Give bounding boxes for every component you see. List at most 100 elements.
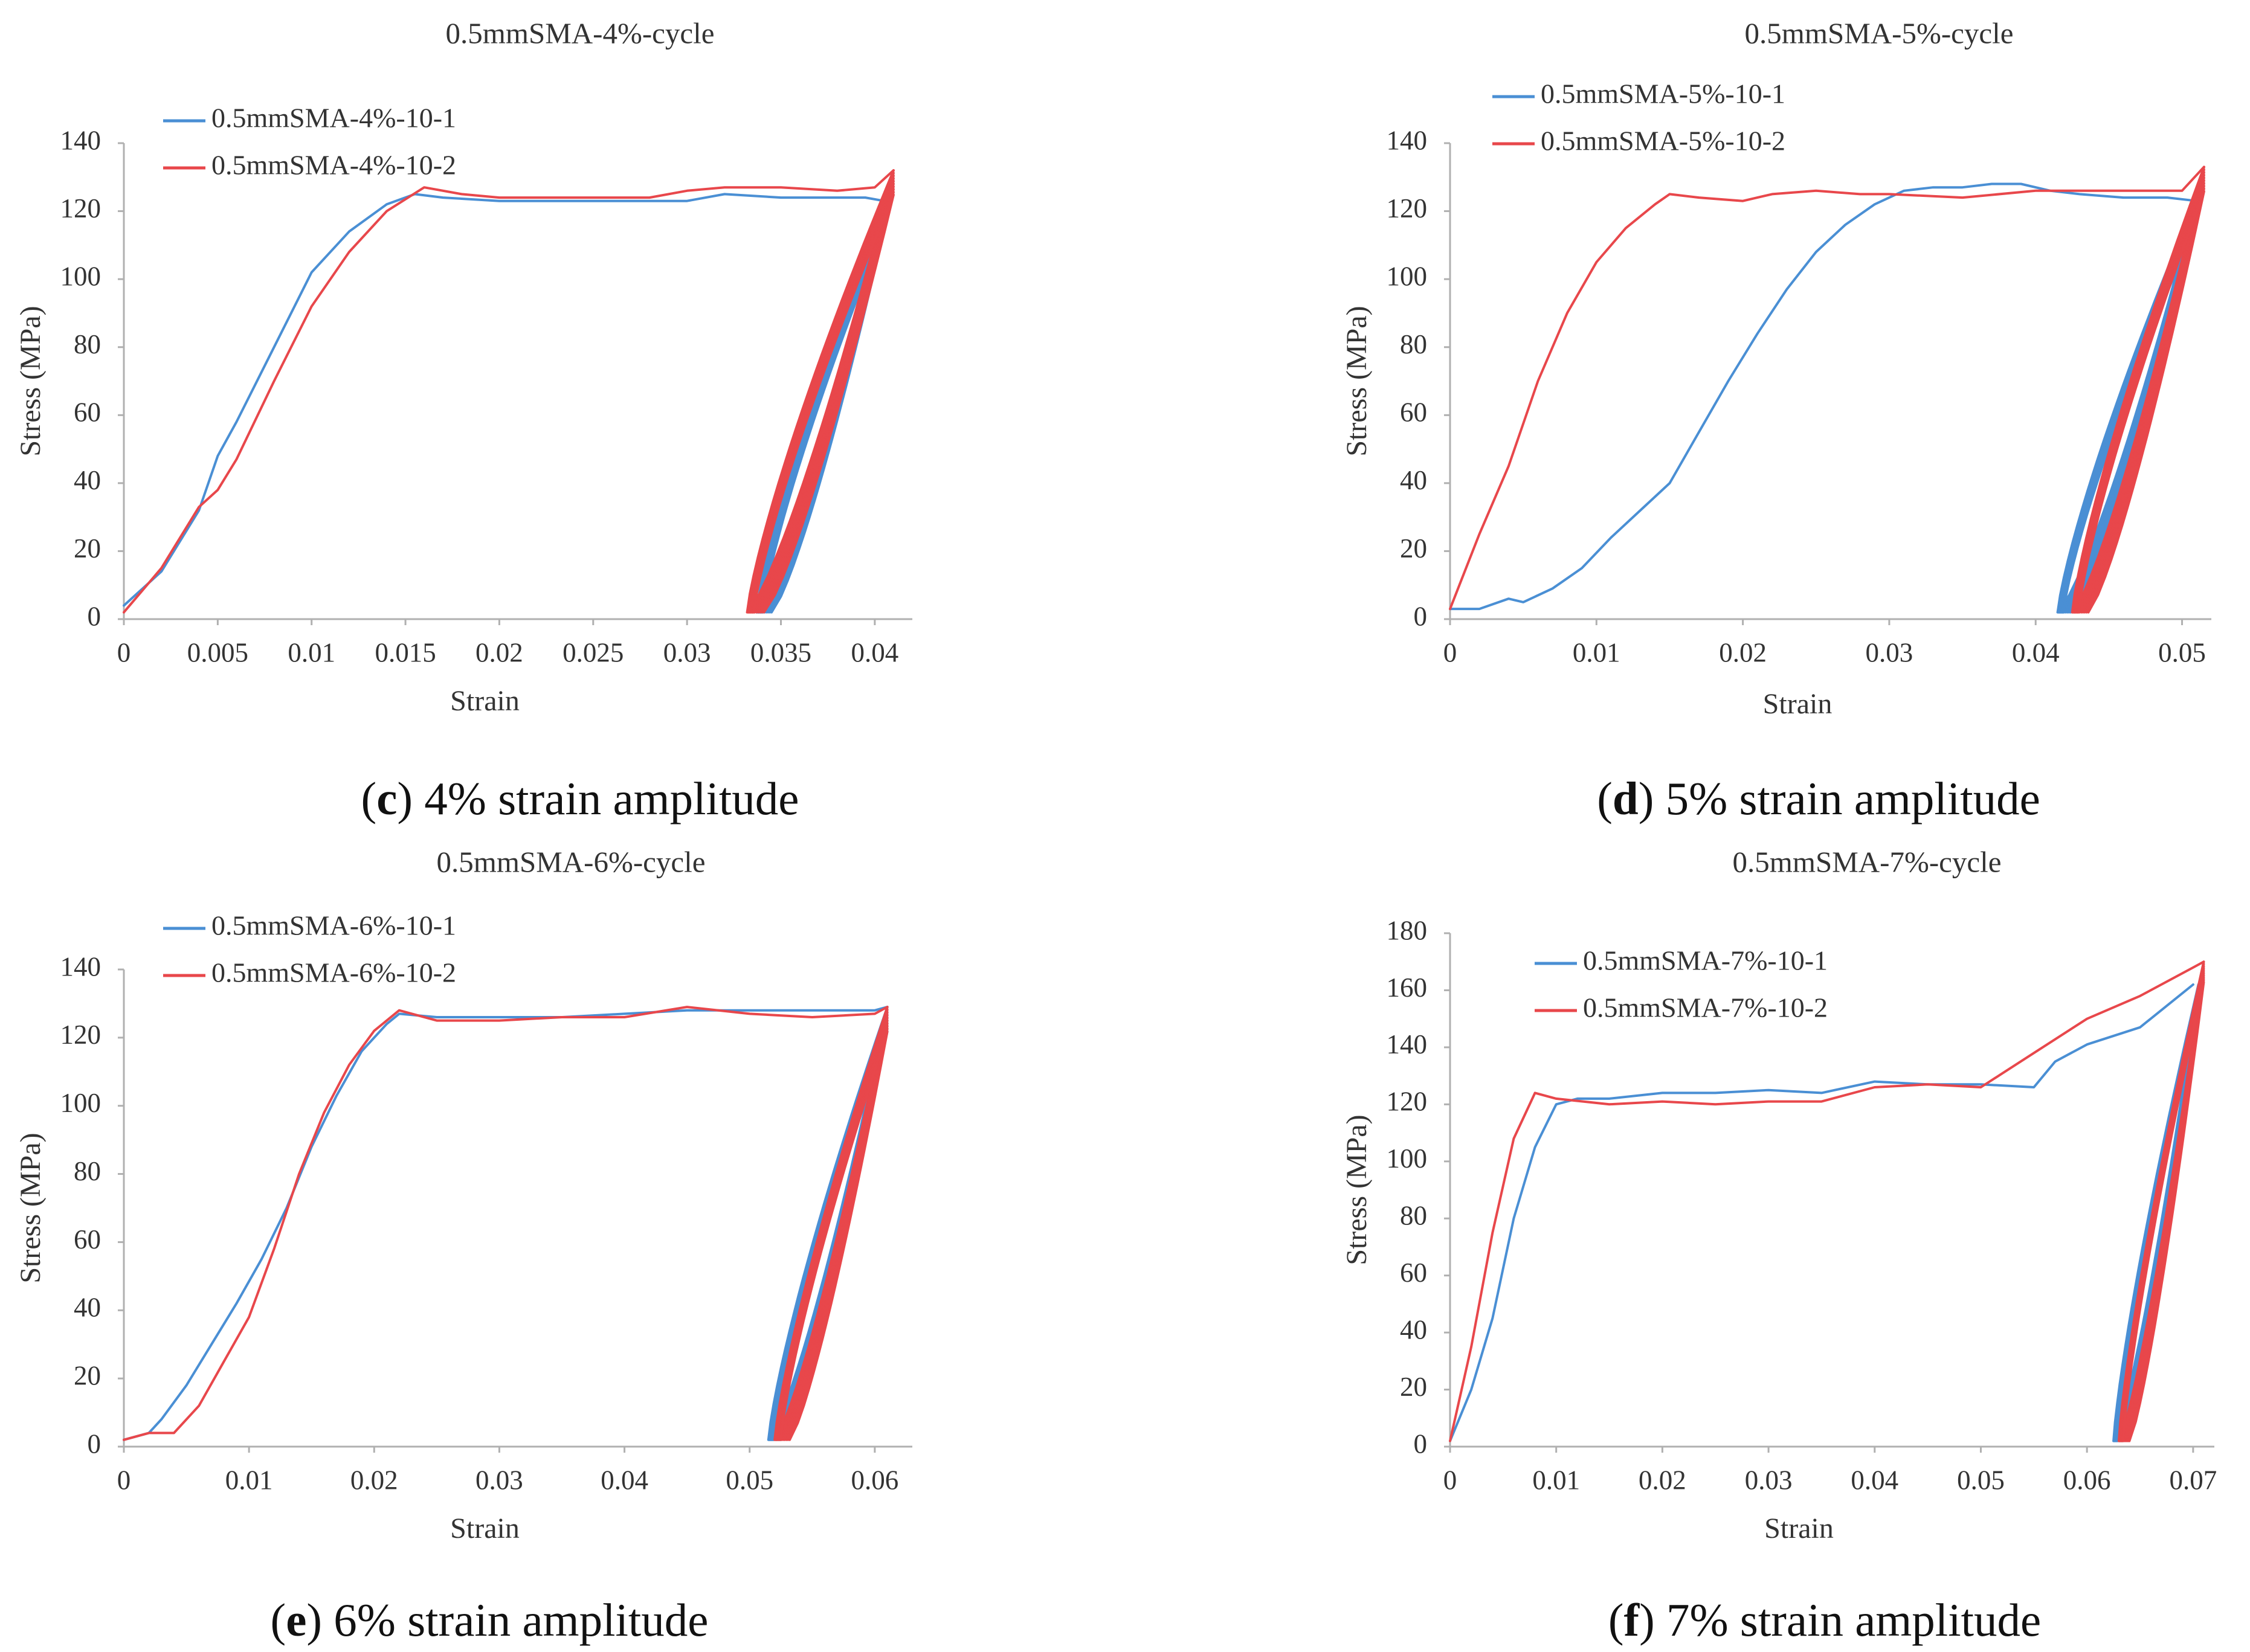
panel-caption: (f) 7% strain amplitude (1608, 1594, 2041, 1646)
chart-panel-d: 0.5mmSMA-5%-cycle 0 20 40 60 80 100 120 140 0 0.01… (1341, 16, 2211, 824)
y-tick-label: 60 (74, 397, 101, 428)
y-tick-label: 100 (60, 261, 102, 291)
y-tick-label: 20 (1400, 533, 1427, 564)
x-tick-label: 0.015 (375, 637, 436, 667)
x-tick-label: 0.03 (1866, 637, 1913, 667)
y-tick-label: 120 (60, 193, 102, 223)
caption-letter: e (286, 1594, 306, 1646)
caption-text: 5% strain amplitude (1654, 773, 2040, 824)
y-tick-label: 60 (74, 1224, 101, 1255)
x-tick-label: 0.04 (851, 637, 898, 667)
y-tick-label: 180 (1387, 915, 1428, 945)
y-tick-label: 60 (1400, 397, 1427, 428)
panel-caption: (d) 5% strain amplitude (1597, 773, 2040, 824)
y-axis-label: Stress (MPa) (1341, 1114, 1373, 1265)
caption-letter: d (1613, 773, 1639, 824)
series-2-cycle-loop (2077, 190, 2205, 614)
y-tick-label: 0 (1414, 601, 1428, 631)
chart-title: 0.5mmSMA-5%-cycle (1745, 16, 2014, 50)
series-1-loading-curve (123, 193, 886, 607)
y-tick-label: 20 (74, 1360, 101, 1390)
series-2-loading-curve (123, 1006, 889, 1441)
y-tick-label: 40 (74, 1293, 101, 1323)
y-tick-label: 20 (74, 533, 101, 564)
y-tick-label: 120 (1387, 193, 1428, 223)
x-tick-label: 0.02 (350, 1465, 398, 1495)
x-tick-label: 0 (1443, 637, 1457, 667)
x-tick-label: 0 (117, 1465, 131, 1495)
chart-panel-c: 0.5mmSMA-4%-cycle 0 20 40 60 80 100 120 140 0 0.00… (15, 16, 912, 824)
x-tick-label: 0.04 (601, 1465, 648, 1495)
x-tick-label: 0.05 (2158, 637, 2206, 667)
caption-text: 4% strain amplitude (413, 773, 799, 824)
y-tick-label: 140 (1387, 125, 1428, 155)
chart-title: 0.5mmSMA-4%-cycle (446, 16, 715, 50)
x-axis-label: Strain (450, 685, 520, 717)
x-tick-label: 0.02 (1639, 1465, 1686, 1495)
legend-label-2: 0.5mmSMA-7%-10-2 (1583, 992, 1828, 1023)
legend-label-2: 0.5mmSMA-5%-10-2 (1541, 126, 1785, 156)
y-tick-label: 0 (1414, 1429, 1428, 1459)
series-2-cycle-loop (2121, 981, 2205, 1442)
y-tick-label: 140 (60, 951, 102, 982)
series-2-loading-curve (123, 169, 895, 614)
x-tick-label: 0.035 (750, 637, 811, 667)
y-tick-label: 40 (1400, 1314, 1427, 1345)
panel-caption: (e) 6% strain amplitude (271, 1594, 709, 1646)
caption-text: 6% strain amplitude (322, 1594, 708, 1646)
x-tick-label: 0.03 (475, 1465, 523, 1495)
legend-label-1: 0.5mmSMA-5%-10-1 (1541, 79, 1785, 109)
x-tick-label: 0.02 (1719, 637, 1767, 667)
legend-label-1: 0.5mmSMA-7%-10-1 (1583, 945, 1828, 976)
y-tick-label: 80 (1400, 329, 1427, 359)
x-tick-label: 0.04 (1851, 1465, 1898, 1495)
y-tick-label: 40 (74, 465, 101, 495)
y-axis-label: Stress (MPa) (15, 1133, 47, 1283)
x-tick-label: 0.01 (288, 637, 335, 667)
y-tick-label: 0 (88, 1429, 102, 1459)
y-tick-label: 120 (1387, 1087, 1428, 1117)
x-axis-label: Strain (1763, 688, 1833, 720)
y-axis-label: Stress (MPa) (15, 306, 47, 456)
caption-text: 7% strain amplitude (1655, 1594, 2041, 1646)
x-tick-label: 0.025 (562, 637, 624, 667)
x-tick-label: 0.06 (851, 1465, 898, 1495)
chart-panel-f: 0.5mmSMA-7%-cycle 0 20 40 60 80 100 120 140 160 18… (1341, 845, 2217, 1645)
series-2-loading-curve (1449, 960, 2205, 1442)
x-tick-label: 0.05 (726, 1465, 773, 1495)
y-tick-label: 140 (60, 125, 102, 155)
legend-label-2: 0.5mmSMA-6%-10-2 (211, 957, 456, 988)
series-2-cycle-loop (779, 1030, 889, 1441)
series-1-loading-curve (1449, 983, 2194, 1442)
y-tick-label: 80 (74, 1156, 101, 1186)
x-tick-label: 0.05 (1957, 1465, 2005, 1495)
x-tick-label: 0.07 (2169, 1465, 2217, 1495)
series-2-cycle-loop (752, 193, 895, 614)
caption-letter: f (1623, 1594, 1640, 1646)
y-tick-label: 100 (1387, 261, 1428, 291)
y-tick-label: 60 (1400, 1258, 1427, 1288)
x-tick-label: 0.04 (2012, 637, 2060, 667)
legend-label-1: 0.5mmSMA-4%-10-1 (211, 103, 456, 133)
y-tick-label: 100 (1387, 1143, 1428, 1174)
x-tick-label: 0.01 (225, 1465, 273, 1495)
y-tick-label: 160 (1387, 972, 1428, 1003)
legend-label-1: 0.5mmSMA-6%-10-1 (211, 910, 456, 941)
chart-title: 0.5mmSMA-7%-cycle (1733, 845, 2002, 878)
y-tick-label: 40 (1400, 465, 1427, 495)
chart-title: 0.5mmSMA-6%-cycle (437, 845, 706, 878)
y-tick-label: 120 (60, 1020, 102, 1050)
x-tick-label: 0 (1443, 1465, 1457, 1495)
x-axis-label: Strain (1764, 1512, 1834, 1544)
x-tick-label: 0.02 (475, 637, 523, 667)
x-tick-label: 0.03 (1745, 1465, 1793, 1495)
y-tick-label: 80 (1400, 1201, 1427, 1231)
y-tick-label: 100 (60, 1088, 102, 1118)
y-tick-label: 0 (88, 601, 102, 631)
y-tick-label: 20 (1400, 1372, 1427, 1402)
y-axis-label: Stress (MPa) (1341, 306, 1373, 456)
y-tick-label: 140 (1387, 1029, 1428, 1059)
x-tick-label: 0.06 (2063, 1465, 2111, 1495)
x-axis-label: Strain (450, 1512, 520, 1544)
